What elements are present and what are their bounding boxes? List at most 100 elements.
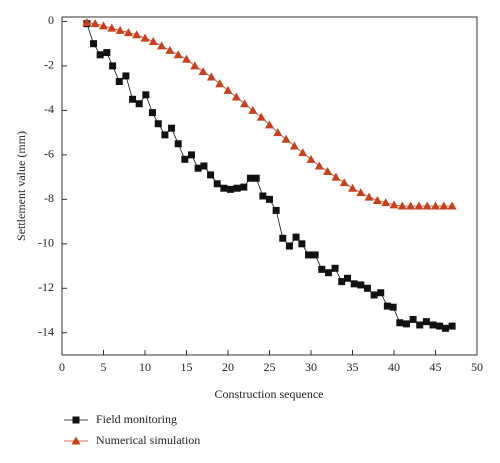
data-point: [314, 161, 324, 170]
data-point: [344, 274, 352, 282]
data-point: [306, 154, 316, 163]
data-point: [397, 201, 407, 210]
data-point: [324, 269, 332, 277]
legend-label: Numerical simulation: [96, 433, 200, 447]
data-point: [377, 289, 385, 297]
data-point: [231, 92, 241, 101]
plot-frame: [61, 16, 478, 356]
data-point: [213, 180, 221, 188]
data-point: [409, 315, 417, 323]
y-tick-label: -12: [38, 280, 54, 294]
data-point: [82, 18, 92, 27]
data-point: [298, 148, 308, 157]
data-point: [331, 172, 341, 181]
data-point: [350, 280, 358, 288]
data-point: [161, 131, 169, 139]
data-point: [165, 45, 175, 54]
data-point: [187, 151, 195, 159]
data-point: [370, 291, 378, 299]
legend-marker: [72, 416, 80, 424]
data-point: [103, 49, 111, 57]
legend-marker: [71, 436, 81, 445]
data-point: [207, 171, 215, 179]
data-point: [174, 140, 182, 148]
data-point: [318, 265, 326, 273]
data-point: [206, 72, 216, 81]
data-point: [252, 174, 260, 182]
data-point: [215, 79, 225, 88]
data-point: [348, 183, 357, 192]
data-point: [292, 233, 300, 241]
data-point: [115, 25, 125, 34]
x-tick-label: 35: [347, 360, 359, 374]
x-tick-label: 25: [264, 360, 276, 374]
data-point: [311, 251, 319, 259]
data-point: [416, 321, 424, 329]
data-point: [240, 183, 248, 191]
x-tick-label: 50: [471, 360, 483, 374]
data-point: [190, 61, 200, 70]
data-point: [198, 66, 208, 75]
data-point: [305, 251, 313, 259]
data-point: [402, 320, 410, 328]
data-point: [109, 62, 117, 70]
data-point: [157, 41, 167, 50]
x-axis-label: Construction sequence: [215, 387, 324, 401]
data-point: [298, 240, 306, 248]
data-point: [248, 105, 258, 114]
series-line: [86, 23, 453, 329]
data-point: [265, 120, 274, 129]
data-point: [389, 303, 397, 311]
data-point: [135, 100, 143, 108]
y-tick-label: -4: [44, 102, 54, 116]
data-point: [140, 33, 150, 42]
data-point: [338, 278, 346, 286]
x-tick-label: 0: [59, 360, 65, 374]
data-point: [107, 23, 117, 32]
series-line: [86, 22, 453, 207]
data-point: [383, 302, 391, 310]
data-point: [173, 50, 183, 59]
x-tick-label: 10: [139, 360, 151, 374]
data-point: [90, 40, 98, 48]
data-point: [115, 77, 123, 85]
y-tick-label: -6: [44, 147, 54, 161]
data-point: [168, 124, 176, 132]
data-point: [429, 321, 437, 329]
data-point: [154, 120, 162, 128]
data-point: [356, 188, 366, 197]
data-point: [448, 322, 456, 330]
data-point: [266, 195, 273, 203]
data-point: [200, 162, 208, 170]
data-point: [233, 184, 241, 192]
data-point: [272, 206, 280, 214]
y-tick-label: -10: [38, 236, 54, 250]
data-point: [220, 184, 228, 192]
data-point: [256, 112, 266, 121]
data-point: [422, 318, 430, 326]
y-tick-label: -14: [38, 325, 54, 339]
data-point: [122, 72, 130, 80]
data-point: [223, 85, 233, 94]
x-tick-label: 45: [430, 360, 442, 374]
data-point: [396, 319, 404, 327]
data-point: [148, 36, 158, 45]
data-point: [285, 242, 293, 250]
y-tick-label: -2: [44, 58, 54, 72]
data-point: [439, 201, 449, 210]
x-tick-label: 40: [388, 360, 400, 374]
data-point: [381, 198, 391, 207]
data-point: [226, 185, 234, 193]
data-point: [389, 200, 399, 209]
data-point: [441, 324, 449, 332]
legend-label: Field monitoring: [96, 412, 177, 426]
data-point: [123, 28, 133, 37]
data-point: [414, 201, 424, 210]
data-point: [357, 281, 365, 289]
data-point: [194, 164, 202, 172]
y-tick-label: 0: [48, 13, 54, 27]
data-point: [331, 264, 339, 272]
data-point: [281, 134, 291, 143]
data-point: [289, 141, 299, 150]
